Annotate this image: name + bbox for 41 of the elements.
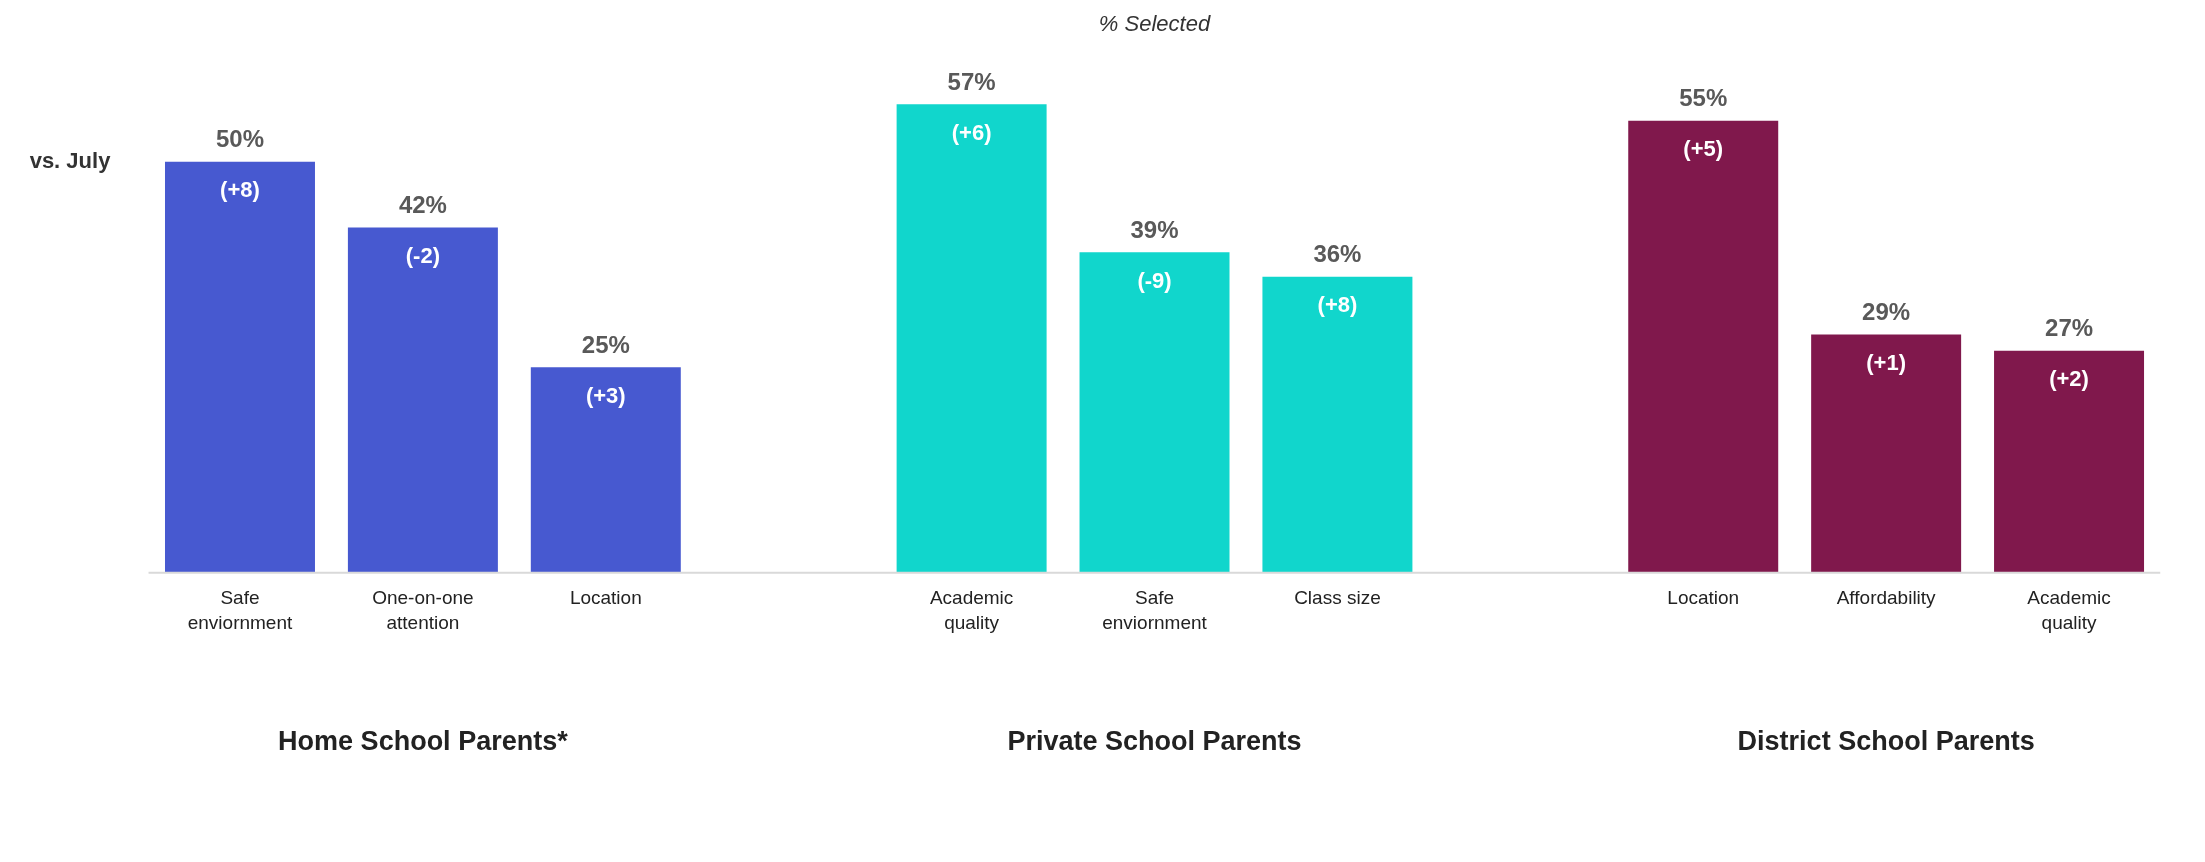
x-tick-label: One-on-one attention [372, 586, 474, 634]
data-label: 42% [398, 191, 447, 219]
text: Private School Parents [1007, 726, 1302, 757]
data-label: 55% [1679, 84, 1728, 112]
annotation: (-9) [1137, 267, 1172, 293]
bar [530, 367, 681, 573]
bar [896, 104, 1047, 573]
bar [1811, 334, 1962, 573]
bar [347, 227, 498, 573]
x-tick-label: Safe enviornment [1102, 586, 1208, 634]
data-label: 50% [215, 125, 265, 153]
bar [165, 161, 315, 573]
annotation: (+5) [1683, 136, 1724, 162]
data-label: 36% [1313, 240, 1362, 268]
x-tick-label: Affordability [1836, 586, 1937, 608]
text: Home School Parents* [278, 726, 569, 757]
bar [1262, 276, 1413, 573]
annotation: (-2) [405, 243, 440, 269]
annotation: (+3) [585, 382, 626, 408]
data-label: 27% [2045, 314, 2094, 342]
chart-title: % Selected [1098, 10, 1211, 36]
annotation: (+1) [1866, 350, 1907, 375]
bar [1079, 252, 1230, 573]
annotation: (+6) [951, 119, 992, 145]
annotation: (+8) [220, 177, 260, 203]
annotation: (+2) [2049, 366, 2089, 392]
data-label: 29% [1862, 298, 1911, 326]
x-tick-label: Academic quality [929, 586, 1014, 634]
bar [1628, 120, 1779, 573]
x-tick-label: Location [569, 586, 642, 608]
x-tick-label: Academic quality [2027, 586, 2111, 634]
bar [1994, 350, 2145, 573]
data-label: 39% [1130, 215, 1179, 243]
x-tick-label: Location [1667, 586, 1740, 608]
x-tick-label: Class size [1294, 586, 1381, 608]
annotation: (+8) [1317, 292, 1358, 318]
x-tick-label: Safe enviornment [187, 586, 293, 634]
text: vs. July [29, 147, 112, 173]
data-label: 25% [581, 330, 630, 358]
data-label: 57% [947, 67, 996, 95]
text: District School Parents [1737, 726, 2035, 757]
